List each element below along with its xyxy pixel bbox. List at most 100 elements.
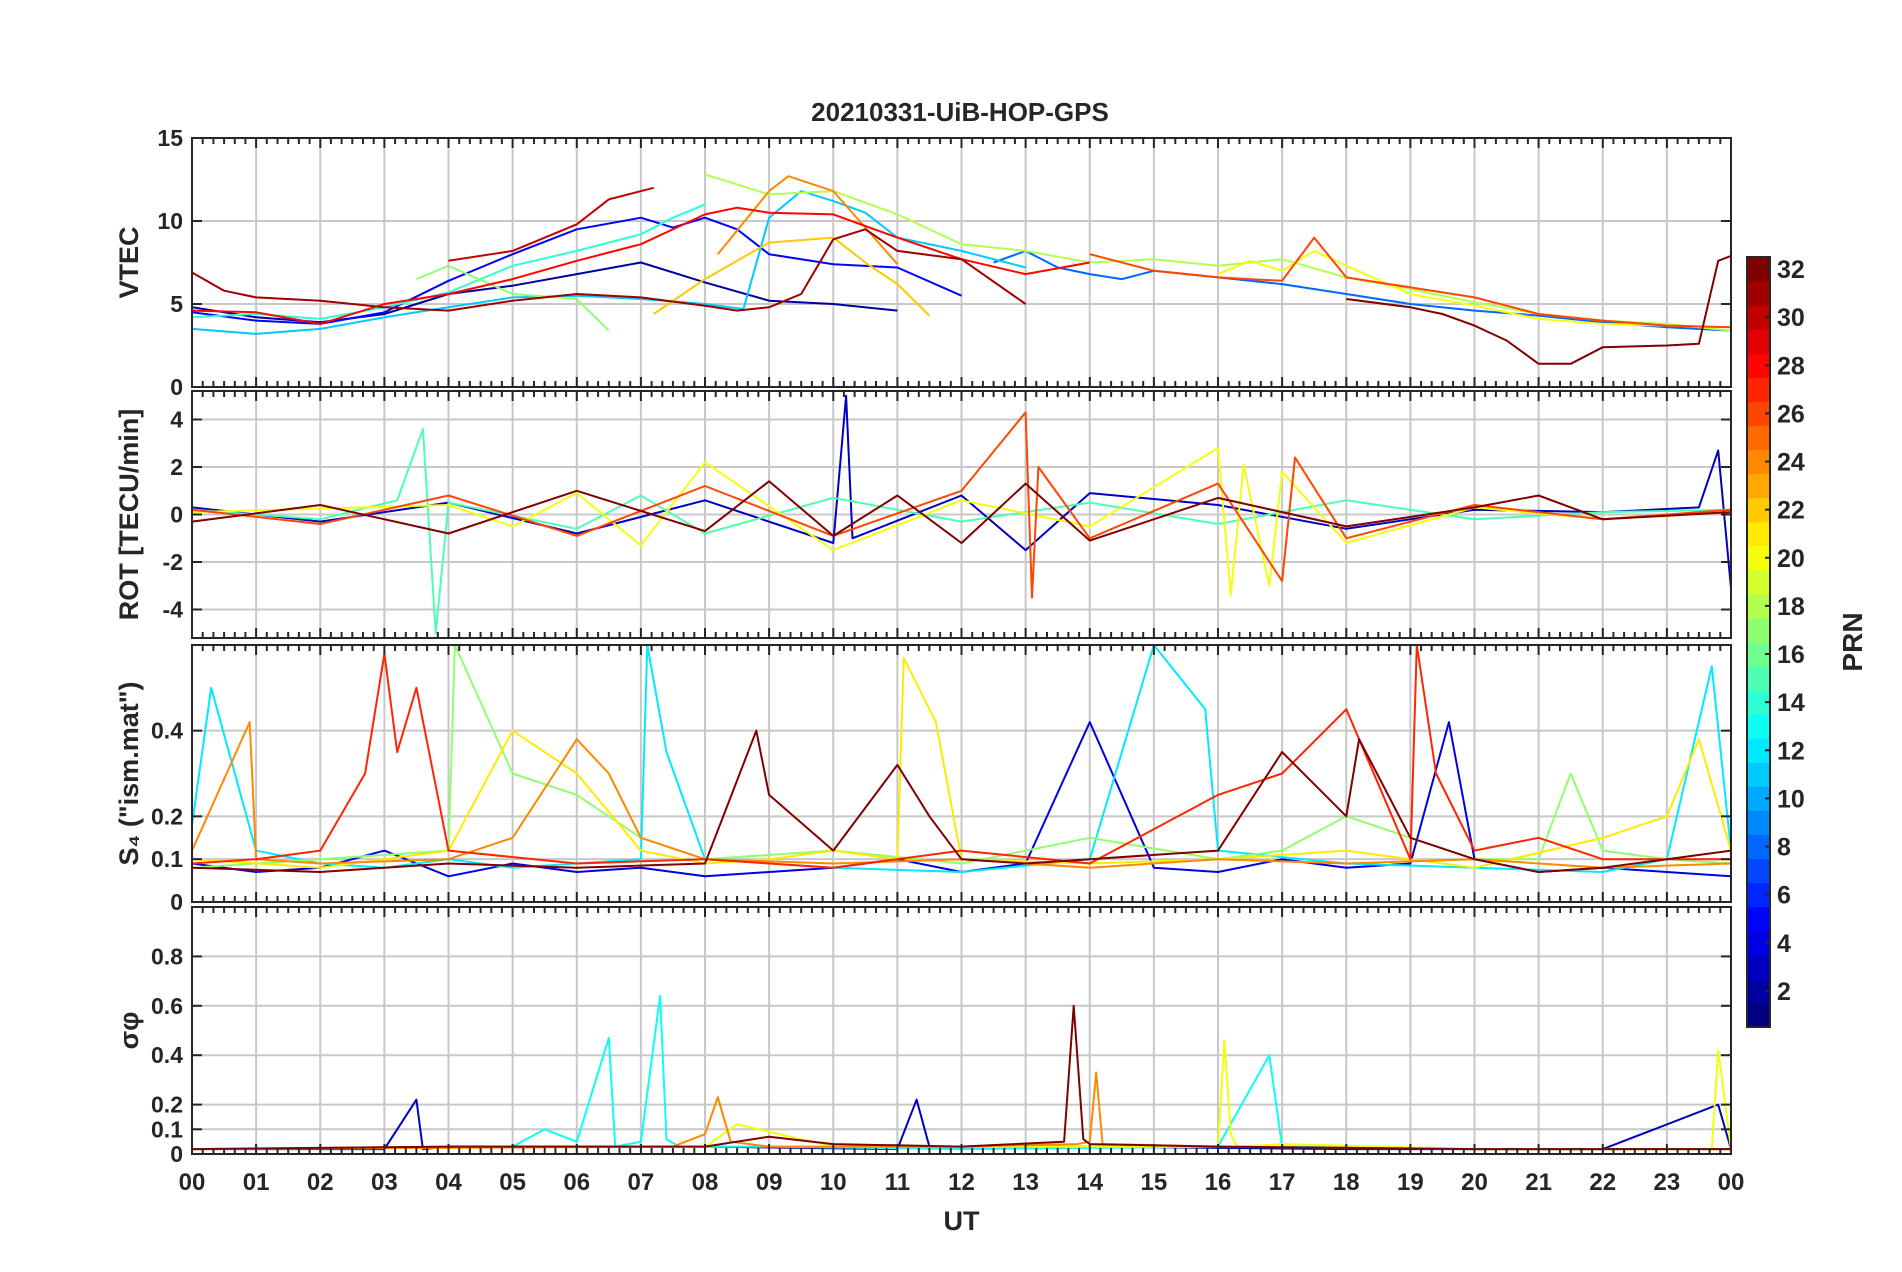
y-tick-label: 5 [170,291,183,317]
x-tick-label: 13 [1012,1169,1039,1196]
series-line-prn-27 [192,645,1731,869]
x-tick-label: 14 [1076,1169,1103,1196]
y-tick-label: 0.4 [151,718,183,744]
x-tick-label: 23 [1654,1169,1681,1196]
series-line-prn-15 [192,428,1731,635]
colorbar-segment [1747,786,1770,812]
y-tick-label: 0 [170,889,183,915]
y-tick-label: 0.1 [151,1116,183,1142]
y-tick-label: 0 [170,374,183,400]
colorbar-segment [1747,930,1770,956]
series-line-prn-24 [192,721,1731,869]
panel-vtec: 0 5 10 15 VTEC [114,125,1732,400]
series-line-prn-13 [192,994,1731,1151]
colorbar-segment [1747,329,1770,354]
series-line-prn-17 [192,645,1731,869]
x-tick-label: 21 [1525,1169,1552,1196]
colorbar-tick-label: 20 [1777,545,1805,573]
colorbar-segment [1747,762,1770,787]
x-ticks [191,907,1732,1154]
x-tick-label: 00 [179,1169,206,1196]
colorbar-tick-label: 14 [1777,689,1805,717]
series-line-prn-21 [192,656,1731,869]
y-tick-label: 0 [170,1141,183,1167]
series-line-prn-11 [192,190,1026,335]
series-line-prn-32 [192,480,1731,544]
x-ticks [191,138,1732,387]
x-tick-label: 15 [1141,1169,1168,1196]
x-ticks [191,645,1732,902]
colorbar-segment [1747,978,1770,1004]
colorbar-tick-label: 18 [1777,593,1805,621]
colorbar-tick-label: 16 [1777,641,1805,669]
colorbar-segment [1747,1002,1770,1028]
x-tick-label: 08 [692,1169,719,1196]
series-line-prn-20 [1217,249,1731,329]
colorbar-segment [1747,906,1770,932]
colorbar-segment [1747,666,1770,691]
colorbar-segment [1747,449,1770,475]
series-group [192,645,1731,878]
x-tick-label: 22 [1589,1169,1616,1196]
colorbar-segment [1747,401,1770,427]
chart-title: 20210331-UiB-HOP-GPS [811,97,1109,127]
x-tick-label: 18 [1333,1169,1360,1196]
x-tick-label: 06 [563,1169,590,1196]
colorbar-tick-label: 22 [1777,497,1805,525]
colorbar-tick-label: 8 [1777,834,1791,862]
x-tick-label: 12 [948,1169,975,1196]
x-tick-label: 04 [435,1169,462,1196]
x-ticks [191,391,1732,638]
x-tick-label: 01 [243,1169,270,1196]
x-axis-label: UT [944,1206,980,1236]
colorbar-segment [1747,858,1770,884]
y-tick-label: 0.6 [151,993,183,1019]
y-axis-label: S₄ ("ism.mat") [114,681,144,865]
series-line-prn-20 [192,447,1731,597]
panel-s4: 0 0.1 0.2 0.4 S₄ ("ism.mat") [114,644,1732,915]
colorbar-segment [1747,690,1770,715]
panel-sigma_phi: 00.10.2 0.4 0.6 0.8 σφ [114,906,1732,1167]
colorbar-tick-label: 2 [1777,978,1791,1006]
colorbar-segment [1747,257,1770,282]
x-tick-label: 11 [885,1169,910,1196]
x-tick-label: 03 [371,1169,398,1196]
x-tick-label: 19 [1397,1169,1424,1196]
colorbar-segment [1747,738,1770,763]
colorbar-segment [1747,642,1770,667]
y-tick-label: -2 [163,549,183,575]
series-line-prn-26 [192,411,1731,599]
colorbar-tick-label: 26 [1777,400,1805,428]
colorbar-tick-label: 28 [1777,352,1805,380]
x-tick-label: 00 [1718,1169,1745,1196]
colorbar-segment [1747,617,1770,643]
y-tick-label: 0.2 [151,803,183,829]
x-tick-label: 16 [1205,1169,1232,1196]
series-line-prn-22 [653,236,931,317]
colorbar-segment [1747,545,1770,571]
series-group [192,173,1731,365]
colorbar-segment [1747,882,1770,908]
x-tick-label: 09 [756,1169,783,1196]
y-tick-label: 0 [170,502,183,528]
colorbar-tick-label: 32 [1777,256,1805,284]
y-axis-label: σφ [114,1012,144,1050]
colorbar-segment [1747,714,1770,739]
colorbar-segment [1747,569,1770,595]
colorbar-tick-label: 4 [1777,930,1791,958]
colorbar-tick-label: 30 [1777,304,1805,332]
x-tick-label: 07 [628,1169,655,1196]
x-tick-label: 10 [820,1169,847,1196]
colorbar-segment [1747,521,1770,547]
colorbar-segment [1747,810,1770,836]
colorbar-segment [1747,425,1770,451]
x-axis: 00 01 02 03 04 05 06 07 08 09 10 11 12 13 14 15 16 17 18 19… [179,1169,1745,1236]
series-line-prn-32 [192,729,1731,873]
colorbar-segment [1747,353,1770,378]
colorbar-frame [1746,256,1771,1028]
series-line-prn-26 [1089,236,1731,329]
x-tick-label: 02 [307,1169,334,1196]
